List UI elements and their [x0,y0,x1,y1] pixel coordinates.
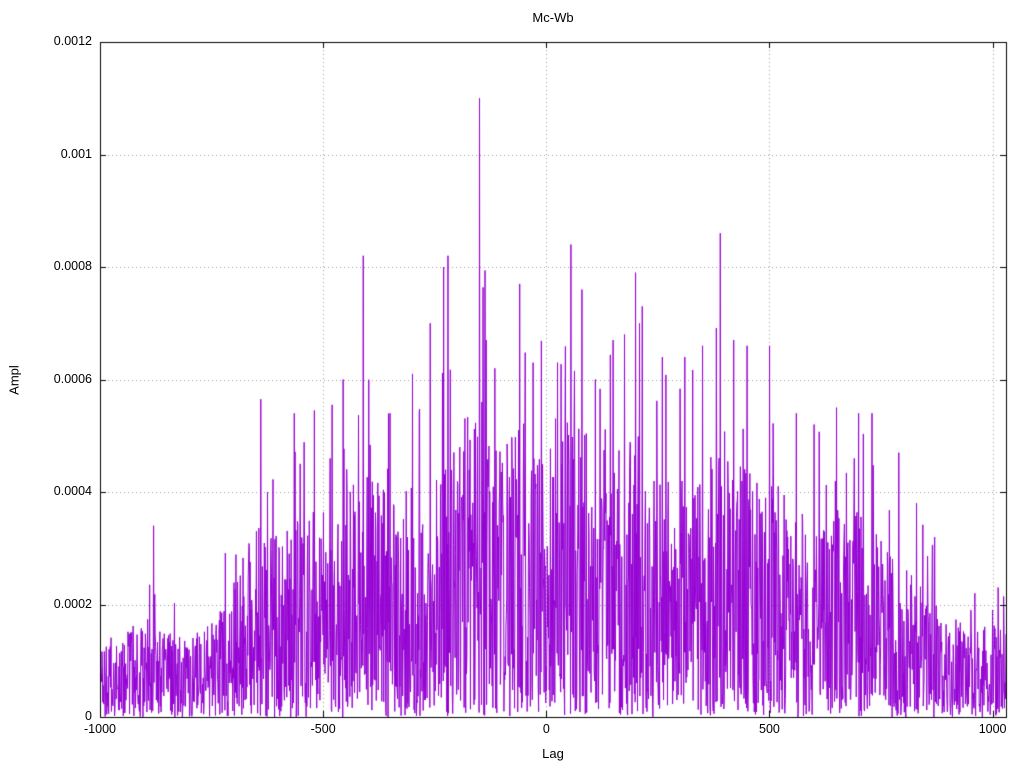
y-tick-label: 0.001 [60,146,92,161]
y-tick-label: 0.0008 [53,259,92,273]
x-tick-label: -1000 [84,722,116,736]
x-tick-label: 500 [759,722,780,736]
y-tick-label: 0.0004 [53,484,92,498]
y-tick-label: 0 [85,709,92,723]
y-tick-label: 0.0006 [53,371,92,386]
chart-title: Mc-Wb [532,10,574,25]
x-tick-label: 0 [542,722,550,736]
x-tick-label: 1000 [978,722,1007,736]
y-tick-label: 0.0002 [53,596,92,611]
x-tick-label: -500 [310,722,336,736]
y-tick-label: 0.0012 [53,34,92,48]
x-axis-label: Lag [542,746,564,761]
y-axis-label: Ampl [6,365,22,395]
